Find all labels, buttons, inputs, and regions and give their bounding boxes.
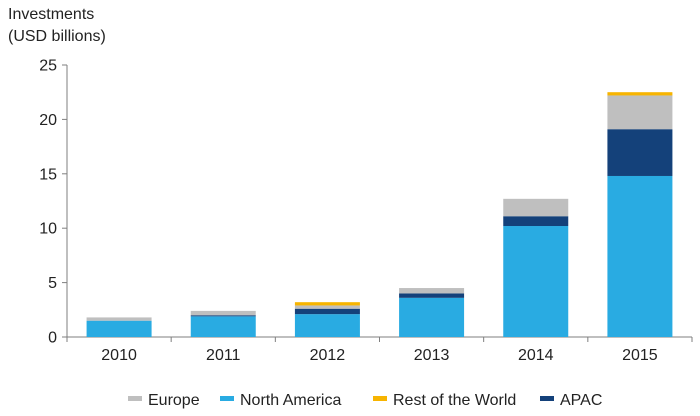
bar-segment-apac xyxy=(190,315,256,317)
bar-segment-apac xyxy=(399,293,465,298)
bars xyxy=(86,92,673,337)
x-tick-label: 2012 xyxy=(310,347,346,364)
y-axis-label-line: (USD billions) xyxy=(8,28,106,45)
y-tick-label: 10 xyxy=(39,221,57,238)
bar-segment-rest-of-the-world xyxy=(607,92,673,96)
legend-swatch xyxy=(540,396,554,401)
bar-segment-rest-of-the-world xyxy=(294,302,360,306)
legend-label: North America xyxy=(240,392,341,409)
bar-segment-north-america xyxy=(607,175,673,337)
legend-label: Europe xyxy=(148,392,200,409)
legend: Europe North America Rest of the World APAC xyxy=(128,392,602,409)
bar-segment-europe xyxy=(294,305,360,309)
y-tick-label: 25 xyxy=(39,58,57,75)
x-tick-label: 2014 xyxy=(518,347,554,364)
legend-label: Rest of the World xyxy=(393,392,516,409)
y-axis-label: Investments (USD billions) xyxy=(8,6,106,45)
bar-segment-apac xyxy=(503,216,569,227)
y-tick-labels: 0 5 10 15 20 25 xyxy=(39,58,67,347)
bar-segment-europe xyxy=(190,310,256,316)
bar-segment-north-america xyxy=(399,297,465,337)
legend-swatch xyxy=(373,396,387,401)
legend-swatch xyxy=(128,396,142,401)
y-tick-label: 5 xyxy=(48,275,57,292)
bar-segment-north-america xyxy=(190,316,256,337)
y-tick-label: 15 xyxy=(39,166,57,183)
y-tick-label: 20 xyxy=(39,112,57,129)
legend-swatch xyxy=(220,396,234,401)
bar-segment-north-america xyxy=(294,314,360,337)
y-tick-label: 0 xyxy=(48,330,57,347)
x-tick-label: 2010 xyxy=(101,347,137,364)
y-axis-label-line: Investments xyxy=(8,6,94,23)
bar-segment-europe xyxy=(503,198,569,217)
bar-segment-north-america xyxy=(86,320,152,337)
bar-segment-europe xyxy=(607,95,673,130)
bar-segment-europe xyxy=(86,317,152,321)
axes xyxy=(66,65,693,342)
legend-label: APAC xyxy=(560,392,602,409)
bar-segment-apac xyxy=(294,308,360,315)
bar-segment-apac xyxy=(607,129,673,176)
x-tick-labels: 2010 2011 2012 2013 2014 2015 xyxy=(101,347,658,364)
x-tick-label: 2015 xyxy=(622,347,658,364)
x-tick-label: 2011 xyxy=(206,347,241,364)
bar-segment-north-america xyxy=(503,226,569,337)
bar-segment-europe xyxy=(399,288,465,294)
x-tick-label: 2013 xyxy=(414,347,450,364)
